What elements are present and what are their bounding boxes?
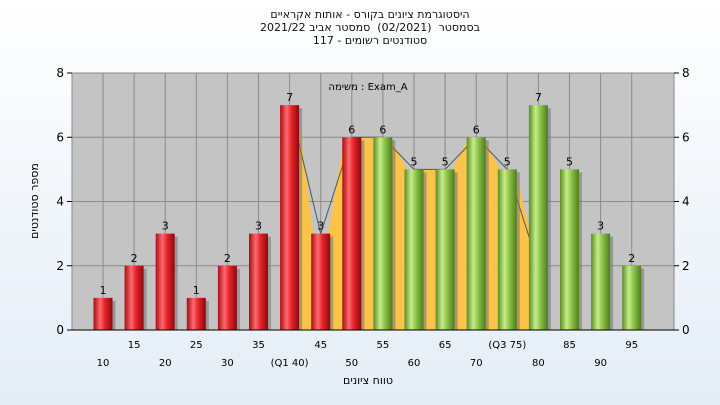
x-tick-label-9: 55: [377, 340, 390, 351]
y-tick-label-right-1: 2: [682, 259, 690, 273]
bar-7: [311, 233, 331, 330]
bar-10: [404, 169, 424, 330]
y-tick-label-right-0: 0: [682, 323, 690, 337]
x-tick-label-12: 70: [470, 358, 483, 369]
x-tick-label-4: 30: [221, 358, 234, 369]
y-tick-label-left-1: 2: [56, 259, 64, 273]
task-annotation: משימה : Exam_A: [328, 82, 407, 93]
y-tick-label-right-3: 6: [682, 130, 690, 144]
x-tick-label-8: 50: [345, 358, 358, 369]
data-label-13: 5: [504, 155, 511, 168]
x-tick-label-15: 85: [563, 340, 576, 351]
data-label-7: 3: [317, 220, 324, 233]
bar-3: [186, 297, 206, 330]
bar-14: [528, 105, 548, 330]
x-axis-label: טווח ציונים: [343, 374, 393, 387]
bar-6: [280, 105, 300, 330]
data-label-12: 6: [473, 123, 480, 136]
x-tick-label-13: (Q3 75): [488, 340, 526, 351]
bar-4: [217, 265, 237, 330]
bar-2: [155, 233, 175, 330]
x-tick-label-7: 45: [314, 340, 327, 351]
title-line-1: היסטוגרמת ציונים בקורס - אותות אקראיים: [270, 8, 470, 21]
data-label-15: 5: [566, 155, 573, 168]
y-tick-label-left-4: 8: [56, 66, 64, 80]
data-labels: 1 2 3 1 2 3 7 3 6 6 5 5 6 5 7 5 3 2: [100, 91, 636, 297]
bar-11: [435, 169, 455, 330]
data-label-6: 7: [286, 91, 293, 104]
y-tick-label-left-2: 4: [56, 195, 64, 209]
x-tick-label-17: 95: [625, 340, 638, 351]
x-tick-label-5: 35: [252, 340, 265, 351]
bar-0: [93, 297, 113, 330]
bar-13: [497, 169, 517, 330]
y-tick-label-right-4: 8: [682, 66, 690, 80]
x-tick-label-2: 20: [159, 358, 172, 369]
data-label-1: 2: [131, 252, 138, 265]
data-label-2: 3: [162, 220, 169, 233]
data-label-17: 2: [628, 252, 635, 265]
data-label-5: 3: [255, 220, 262, 233]
y-axis-label: מספר סטודנטים: [28, 163, 41, 239]
data-label-0: 1: [100, 284, 107, 297]
x-tick-label-3: 25: [190, 340, 203, 351]
x-axis-ticks: 10 15 20 25 30 35 (Q1 40) 45 50 55 60 65 70 (Q3 75) 80…: [72, 329, 674, 369]
y-axis-ticks: 0 0 2 2 4 4 6 6 8 8: [56, 66, 689, 337]
data-label-8: 6: [348, 123, 355, 136]
x-tick-label-16: 90: [594, 358, 607, 369]
title-line-2: בסמסטר (02/2021) סמסטר אביב 2021/22: [259, 21, 481, 34]
data-label-16: 3: [597, 220, 604, 233]
y-tick-label-right-2: 4: [682, 195, 690, 209]
data-label-10: 5: [411, 155, 418, 168]
x-tick-label-11: 65: [439, 340, 452, 351]
x-tick-label-14: 80: [532, 358, 545, 369]
x-tick-label-0: 10: [97, 358, 110, 369]
data-label-14: 7: [535, 91, 542, 104]
bar-5: [249, 233, 268, 330]
data-label-3: 1: [193, 284, 200, 297]
data-label-9: 6: [379, 123, 386, 136]
x-tick-label-10: 60: [408, 358, 421, 369]
x-tick-label-6: (Q1 40): [271, 358, 309, 369]
data-label-4: 2: [224, 252, 231, 265]
x-tick-label-1: 15: [128, 340, 141, 351]
bar-15: [560, 169, 579, 330]
title-line-3: סטודנטים רשומים - 117: [312, 34, 428, 47]
bar-8: [342, 137, 362, 330]
y-tick-label-left-0: 0: [56, 323, 64, 337]
chart-title: היסטוגרמת ציונים בקורס - אותות אקראיים ב…: [0, 8, 720, 47]
data-label-11: 5: [442, 155, 449, 168]
bar-16: [591, 233, 611, 330]
y-tick-label-left-3: 6: [56, 130, 64, 144]
bar-17: [622, 265, 642, 330]
bar-9: [373, 137, 393, 330]
bars: [93, 105, 645, 330]
bar-1: [124, 265, 144, 330]
bar-12: [466, 137, 486, 330]
